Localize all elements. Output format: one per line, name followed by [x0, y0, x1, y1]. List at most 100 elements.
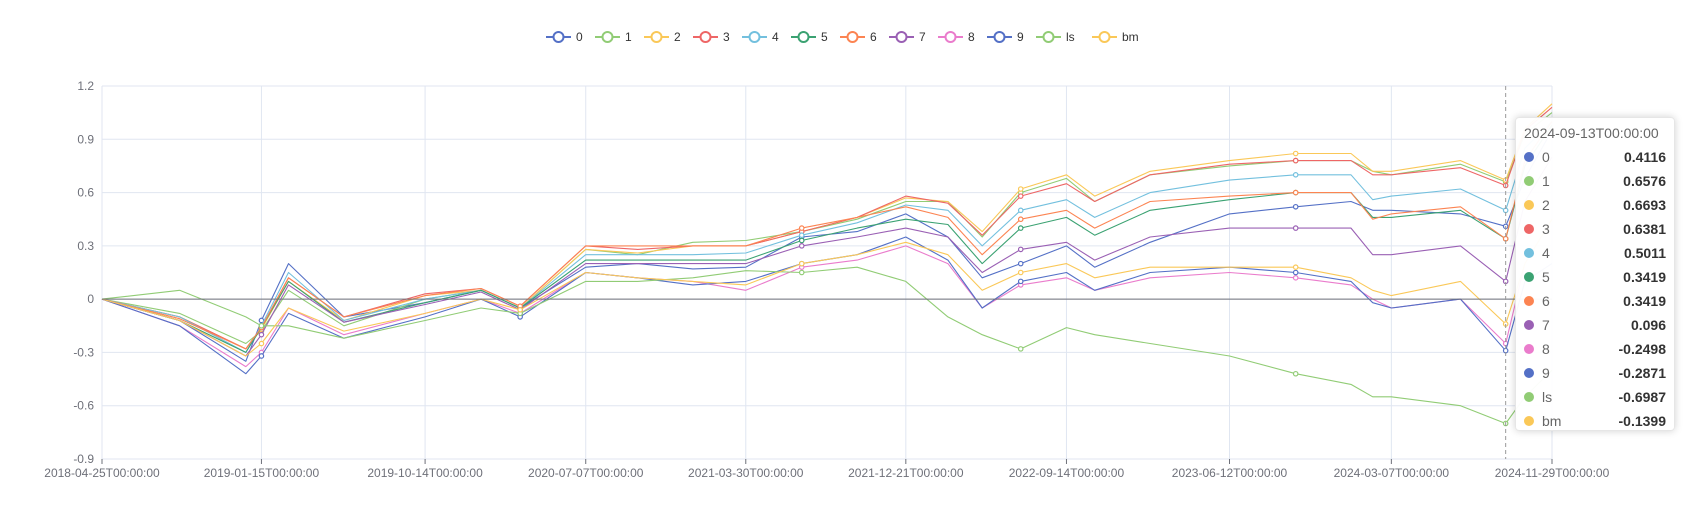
tooltip-marker-icon	[1524, 296, 1534, 306]
data-point[interactable]	[1292, 264, 1299, 270]
data-point[interactable]	[1292, 225, 1299, 231]
data-point[interactable]	[798, 237, 805, 244]
legend-label: 5	[821, 30, 828, 44]
tooltip-series-value: -0.1399	[1618, 413, 1666, 429]
tooltip-series-value: 0.6381	[1623, 221, 1666, 237]
legend-label: 9	[1017, 30, 1024, 44]
legend-item-4[interactable]: 4	[742, 30, 779, 44]
legend-label: 3	[723, 30, 730, 44]
tooltip-row-5: 5 0.3419	[1524, 265, 1666, 289]
tooltip-marker-icon	[1524, 248, 1534, 258]
data-point[interactable]	[798, 225, 805, 231]
legend-item-9[interactable]: 9	[987, 30, 1024, 44]
data-point[interactable]	[798, 260, 805, 267]
data-point[interactable]	[258, 353, 265, 359]
tooltip-series-value: -0.6987	[1618, 389, 1666, 405]
data-point[interactable]	[1017, 278, 1024, 285]
y-tick-label: 0.6	[77, 186, 94, 200]
legend-label: bm	[1122, 30, 1139, 44]
data-point[interactable]	[798, 269, 805, 276]
legend-label: 7	[919, 30, 926, 44]
legend-item-7[interactable]: 7	[889, 30, 926, 44]
legend-item-8[interactable]: 8	[938, 30, 975, 44]
tooltip-rows: 0 0.4116 1 0.6576 2 0.6693 3 0.6381 4 0.5011 5 0.34…	[1524, 145, 1666, 433]
x-tick-label: 2023-06-12T00:00:00	[1172, 466, 1288, 480]
x-tick-label: 2021-03-30T00:00:00	[688, 466, 804, 480]
legend-label: 1	[625, 30, 632, 44]
data-point[interactable]	[1292, 189, 1299, 196]
data-point[interactable]	[258, 322, 265, 329]
series-line-6	[101, 121, 1553, 350]
legend-label: 2	[674, 30, 681, 44]
y-tick-label: 0.3	[77, 239, 94, 253]
tooltip-marker-icon	[1524, 416, 1534, 426]
tooltip-row-7: 7 0.096	[1524, 313, 1666, 337]
legend-marker-icon	[944, 31, 957, 43]
x-tick-label: 2022-09-14T00:00:00	[1009, 466, 1125, 480]
tooltip-row-3: 3 0.6381	[1524, 217, 1666, 241]
legend-item-0[interactable]: 0	[546, 30, 583, 44]
tooltip-series-name: 5	[1542, 269, 1550, 285]
axes: -0.9 -0.6 -0.3 0 0.3 0.6 0.9 1.2 2018-04-25T00:0…	[44, 79, 1609, 480]
tooltip-row-6: 6 0.3419	[1524, 289, 1666, 313]
data-point[interactable]	[1292, 172, 1299, 178]
data-point[interactable]	[1292, 150, 1299, 157]
data-point[interactable]	[1292, 157, 1299, 164]
tooltip-series-value: 0.3419	[1623, 269, 1666, 285]
series-bm	[101, 218, 1553, 357]
legend-marker-icon	[1042, 31, 1055, 43]
data-point[interactable]	[798, 243, 805, 249]
legend-item-ls[interactable]: ls	[1036, 30, 1075, 44]
data-point[interactable]	[1017, 346, 1024, 352]
tooltip-row-9: 9 -0.2871	[1524, 361, 1666, 385]
data-point[interactable]	[1292, 269, 1299, 276]
legend-marker-icon	[650, 31, 663, 43]
data-point[interactable]	[1017, 216, 1024, 223]
tooltip-series-name: 6	[1542, 293, 1550, 309]
legend-item-2[interactable]: 2	[644, 30, 681, 44]
data-point[interactable]	[1017, 186, 1024, 192]
data-point[interactable]	[1017, 225, 1024, 231]
x-tick-label: 2020-07-07T00:00:00	[528, 466, 644, 480]
tooltip-marker-icon	[1524, 200, 1534, 210]
legend-item-1[interactable]: 1	[595, 30, 632, 44]
legend-marker-icon	[797, 31, 810, 43]
legend-item-bm[interactable]: bm	[1092, 30, 1139, 44]
data-point[interactable]	[517, 306, 523, 313]
tooltip-series-name: 3	[1542, 221, 1550, 237]
data-point[interactable]	[258, 331, 265, 338]
tooltip-series-name: ls	[1542, 389, 1553, 405]
y-tick-label: -0.6	[73, 399, 94, 413]
legend-label: ls	[1066, 30, 1075, 44]
x-tick-label: 2021-12-21T00:00:00	[848, 466, 964, 480]
data-point[interactable]	[1292, 370, 1299, 377]
tooltip-marker-icon	[1524, 368, 1534, 378]
x-tick-label: 2024-03-07T00:00:00	[1334, 466, 1450, 480]
legend-label: 4	[772, 30, 779, 44]
tooltip-series-name: 1	[1542, 173, 1550, 189]
tooltip-series-name: 9	[1542, 365, 1550, 381]
data-point[interactable]	[1292, 275, 1299, 281]
legend-item-5[interactable]: 5	[791, 30, 828, 44]
data-point[interactable]	[1017, 207, 1024, 214]
series-line-7	[101, 156, 1553, 357]
legend-item-3[interactable]: 3	[693, 30, 730, 44]
tooltip-row-1: 1 0.6576	[1524, 169, 1666, 193]
data-point[interactable]	[1017, 193, 1024, 199]
data-point[interactable]	[1017, 269, 1024, 276]
data-point[interactable]	[258, 340, 265, 347]
data-point[interactable]	[1292, 203, 1299, 210]
series-line-ls	[101, 266, 1553, 425]
tooltip-row-8: 8 -0.2498	[1524, 337, 1666, 361]
series-7	[101, 156, 1553, 357]
data-point[interactable]	[1017, 246, 1024, 253]
legend-marker-icon	[846, 31, 859, 43]
tooltip-series-name: 2	[1542, 197, 1550, 213]
legend-marker-icon	[993, 31, 1006, 43]
legend-item-6[interactable]: 6	[840, 30, 877, 44]
data-point[interactable]	[1017, 260, 1024, 267]
tooltip-series-name: 0	[1542, 149, 1550, 165]
data-point[interactable]	[798, 232, 805, 239]
legend[interactable]: 0 1 2 3 4 5 6 7 8 9 ls bm	[546, 30, 1139, 44]
